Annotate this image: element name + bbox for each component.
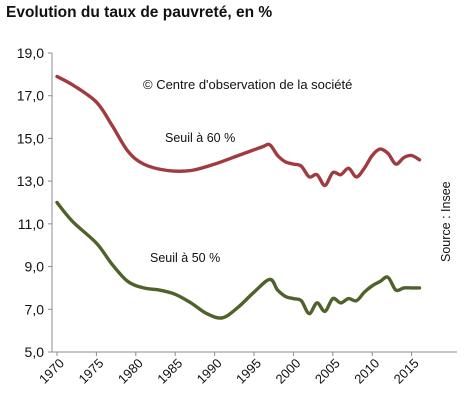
series-label-60: Seuil à 60 % xyxy=(165,131,235,145)
x-tick-label: 1980 xyxy=(115,356,146,387)
series-line-60 xyxy=(55,74,422,188)
x-tick-label: 1990 xyxy=(194,356,225,387)
x-tick-label: 1975 xyxy=(75,356,106,387)
y-tick-label: 17,0 xyxy=(17,88,44,104)
x-tick-label: 2005 xyxy=(312,356,343,387)
series-label-50: Seuil à 50 % xyxy=(150,251,220,265)
x-tick-label: 1970 xyxy=(36,356,67,387)
x-tick-label: 1995 xyxy=(233,356,264,387)
y-tick-label: 5,0 xyxy=(25,344,45,360)
series-line-50 xyxy=(55,200,422,320)
y-tick-label: 13,0 xyxy=(17,173,44,189)
y-tick-label: 19,0 xyxy=(17,45,44,61)
x-tick-label: 1985 xyxy=(154,356,185,387)
y-tick-label: 15,0 xyxy=(17,130,44,146)
x-tick-label: 2015 xyxy=(391,356,422,387)
x-tick-label: 2010 xyxy=(351,356,382,387)
copyright-note: © Centre d'observation de la société xyxy=(143,77,352,92)
chart-title: Evolution du taux de pauvreté, en % xyxy=(6,4,273,21)
x-tick-label: 2000 xyxy=(272,356,303,387)
source-note: Source : Insee xyxy=(439,181,453,262)
y-tick-label: 11,0 xyxy=(18,216,44,232)
y-tick-label: 7,0 xyxy=(25,301,45,317)
y-tick-label: 9,0 xyxy=(25,259,45,275)
